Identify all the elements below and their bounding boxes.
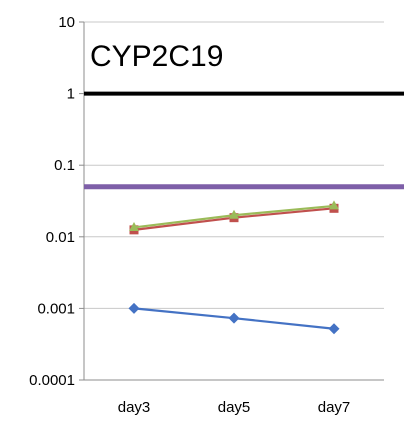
y-tick-labels: 10 1 0.1 0.01 0.001 0.0001 [29,14,75,389]
data-point [129,221,139,231]
grid [79,21,384,381]
y-tick-label: 0.01 [46,229,75,246]
data-point [228,312,240,324]
y-tick-label: 1 [67,86,75,103]
series-group [129,200,339,231]
y-tick-label: 10 [58,14,75,31]
x-tick-label: day7 [318,399,351,416]
data-point [328,323,340,335]
y-tick-label: 0.0001 [29,372,75,389]
data-point [229,209,239,219]
data-point [329,200,339,210]
data-point [128,302,140,314]
x-tick-label: day5 [218,399,251,416]
chart-title: CYP2C19 [90,40,223,73]
series-group [128,302,340,335]
y-tick-label: 0.1 [54,157,75,174]
x-tick-labels: day3 day5 day7 [118,399,351,416]
x-tick-label: day3 [118,399,151,416]
reference-lines [84,91,404,190]
y-tick-label: 0.001 [37,300,75,317]
series [128,200,340,335]
